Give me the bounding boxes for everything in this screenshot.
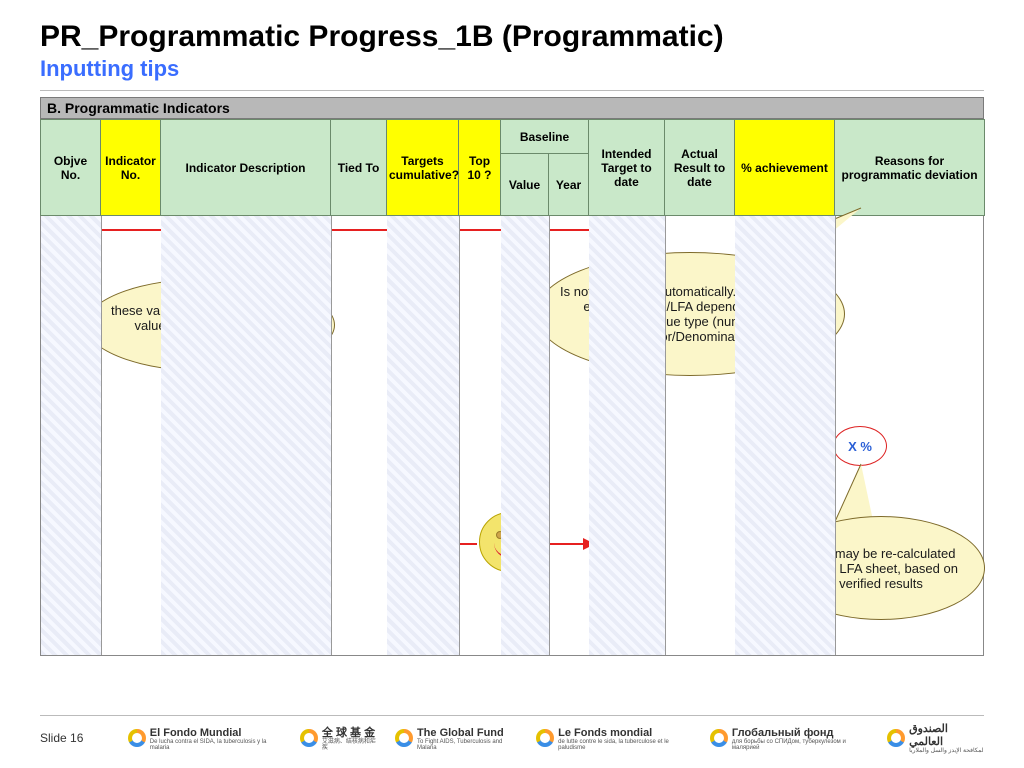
indicators-header-table: Objve No.Indicator No.Indicator Descript… [40, 119, 985, 216]
page-title: PR_Programmatic Progress_1B (Programmati… [40, 20, 984, 54]
fund-logo: Глобальный фонддля борьбы со СПИДом, туб… [710, 722, 873, 754]
col-0: Objve No. [41, 120, 101, 216]
slide-footer: Slide 16 El Fondo MundialDe lucha contra… [40, 715, 984, 754]
col-year: Year [549, 154, 589, 216]
col-value: Value [501, 154, 549, 216]
swirl-icon [887, 729, 905, 747]
col-3: Tied To [331, 120, 387, 216]
swirl-icon [395, 729, 413, 747]
slide-number: Slide 16 [40, 731, 110, 745]
swirl-icon [128, 729, 146, 747]
page-subtitle: Inputting tips [40, 56, 984, 82]
col-10: % achievement [735, 120, 835, 216]
swirl-icon [300, 729, 318, 747]
swirl-icon [536, 729, 554, 747]
table-body-area: these values should correspond to values… [40, 216, 984, 656]
col-9: Actual Result to date [665, 120, 735, 216]
fund-logo: Le Fonds mondialde lutte contre le sida,… [536, 722, 696, 754]
title-divider [40, 90, 984, 91]
col-2: Indicator Description [161, 120, 331, 216]
swirl-icon [710, 729, 728, 747]
fund-logo: The Global FundTo Fight AIDS, Tuberculos… [395, 722, 522, 754]
fund-logo: El Fondo MundialDe lucha contra el SIDA,… [128, 722, 286, 754]
col-4: Targets cumulative? [387, 120, 459, 216]
col-1: Indicator No. [101, 120, 161, 216]
col-baseline-group: Baseline [501, 120, 589, 154]
col-11: Reasons for programmatic deviation [835, 120, 985, 216]
callout-xpercent-text: X % [848, 439, 872, 454]
fund-logo: الصندوق العالميلمكافحة الإيدز والسل والم… [887, 722, 984, 754]
fund-logo: 全 球 基 金艾滋病、结核病和疟疾 [300, 722, 381, 754]
section-header: B. Programmatic Indicators [40, 97, 984, 119]
col-8: Intended Target to date [589, 120, 665, 216]
col-5: Top 10 ? [459, 120, 501, 216]
